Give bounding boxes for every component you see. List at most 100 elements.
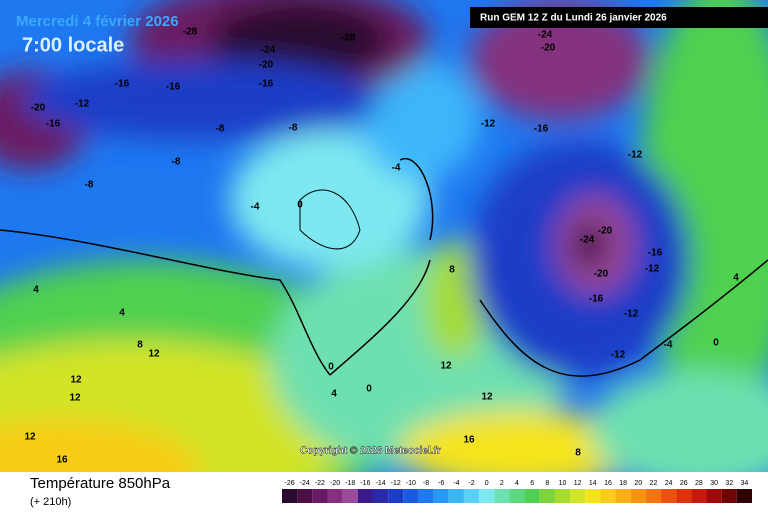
legend-swatch xyxy=(615,489,631,503)
legend-tick-label: -20 xyxy=(330,480,340,487)
legend-tick-label: 4 xyxy=(515,480,519,487)
legend-tick-label: -4 xyxy=(453,480,459,487)
contour-label: -16 xyxy=(166,82,181,93)
contour-label: -28 xyxy=(341,33,356,44)
contour-label: 8 xyxy=(575,448,581,459)
contour-label: 16 xyxy=(56,455,68,466)
contour-label: 4 xyxy=(119,308,125,319)
legend-swatch xyxy=(403,489,419,503)
legend-swatch xyxy=(297,489,313,503)
contour-label: -4 xyxy=(664,340,673,351)
contour-label: 12 xyxy=(148,349,160,360)
contour-label: -20 xyxy=(594,269,609,280)
legend-tick-label: -16 xyxy=(360,480,370,487)
contour-label: 4 xyxy=(33,285,39,296)
legend-swatch xyxy=(372,489,389,503)
contour-label: -12 xyxy=(628,150,643,161)
legend-swatch xyxy=(418,489,434,503)
contour-label: -12 xyxy=(611,350,626,361)
contour-label: 0 xyxy=(713,338,719,349)
legend-tick-label: -12 xyxy=(391,480,401,487)
contour-label: -16 xyxy=(115,79,130,90)
legend-tick-label: 2 xyxy=(500,480,504,487)
run-box xyxy=(470,7,768,28)
contour-label: -8 xyxy=(85,180,94,191)
legend-tick-label: 34 xyxy=(741,480,749,487)
contour-label: -16 xyxy=(46,119,61,130)
legend-tick-label: 28 xyxy=(695,480,703,487)
date: Mercredi 4 février 2026 xyxy=(16,13,179,30)
legend-tick-label: 0 xyxy=(485,480,489,487)
contour-label: 4 xyxy=(331,389,337,400)
legend-swatch xyxy=(388,489,404,503)
legend-tick-label: -22 xyxy=(315,480,325,487)
legend-tick-label: 26 xyxy=(680,480,688,487)
contour-label: 12 xyxy=(24,432,36,443)
legend-tick-label: 10 xyxy=(559,480,567,487)
legend-swatch xyxy=(357,489,373,503)
legend-swatch xyxy=(433,489,449,503)
legend-swatch xyxy=(600,489,616,503)
legend-tick-label: 12 xyxy=(574,480,582,487)
legend-tick-label: -26 xyxy=(285,480,295,487)
contour-label: -24 xyxy=(538,30,553,41)
contour-label: -20 xyxy=(31,103,46,114)
legend-tick-label: 8 xyxy=(545,480,549,487)
contour-label: 0 xyxy=(297,200,303,211)
legend-swatch xyxy=(585,489,601,503)
legend-tick-label: 30 xyxy=(710,480,718,487)
contour-label: 0 xyxy=(328,362,334,373)
contour-label: -16 xyxy=(648,248,663,259)
legend-swatch xyxy=(282,489,298,503)
legend-swatch xyxy=(342,489,358,503)
legend-tick-label: -10 xyxy=(406,480,416,487)
contour-label: -8 xyxy=(289,123,298,134)
legend-tick-label: -2 xyxy=(468,480,474,487)
contour-label: -12 xyxy=(481,119,496,130)
legend-tick-label: -14 xyxy=(375,480,385,487)
contour-label: -20 xyxy=(598,226,613,237)
contour-label: -4 xyxy=(392,163,401,174)
contour-label: -12 xyxy=(624,309,639,320)
contour-label: 16 xyxy=(463,435,475,446)
legend-swatch xyxy=(661,489,677,503)
legend-swatch xyxy=(554,489,571,503)
contour-label: -16 xyxy=(589,294,604,305)
legend-swatch xyxy=(736,489,752,503)
run-info: Run GEM 12 Z du Lundi 26 janvier 2026 xyxy=(480,13,667,24)
contour-label: -12 xyxy=(645,264,660,275)
contour-label: -12 xyxy=(75,99,90,110)
legend-swatch xyxy=(721,489,737,503)
legend-tick-label: 14 xyxy=(589,480,597,487)
legend-tick-label: -8 xyxy=(423,480,429,487)
legend-swatch xyxy=(645,489,662,503)
legend-swatch xyxy=(312,489,328,503)
legend-tick-label: -18 xyxy=(345,480,355,487)
legend-swatch xyxy=(539,489,555,503)
copyright: Copyright © 2026 Meteociel.fr xyxy=(300,446,441,457)
legend-swatch xyxy=(691,489,707,503)
legend-swatch xyxy=(524,489,540,503)
legend-swatch xyxy=(570,489,586,503)
contour-label: -20 xyxy=(259,60,274,71)
contour-label: -16 xyxy=(534,124,549,135)
legend-tick-label: 22 xyxy=(650,480,658,487)
legend-swatch xyxy=(479,489,495,503)
legend-tick-label: 24 xyxy=(665,480,673,487)
legend-swatch xyxy=(327,489,343,503)
contour-label: 12 xyxy=(70,375,82,386)
footer-title: Température 850hPa xyxy=(30,475,171,492)
contour-label: 0 xyxy=(366,384,372,395)
time: 7:00 locale xyxy=(22,34,124,56)
legend-swatch xyxy=(509,489,525,503)
contour-label: -20 xyxy=(541,43,556,54)
legend-swatch xyxy=(448,489,464,503)
contour-label: -4 xyxy=(251,202,260,213)
legend-tick-label: 20 xyxy=(634,480,642,487)
contour-labels: -28-28-24-24-20-20-16 -16-16-12-8 -8-20-16… xyxy=(24,27,739,466)
contour-label: 12 xyxy=(481,392,493,403)
contour-label: 4 xyxy=(733,273,739,284)
contour-label: 12 xyxy=(69,393,81,404)
